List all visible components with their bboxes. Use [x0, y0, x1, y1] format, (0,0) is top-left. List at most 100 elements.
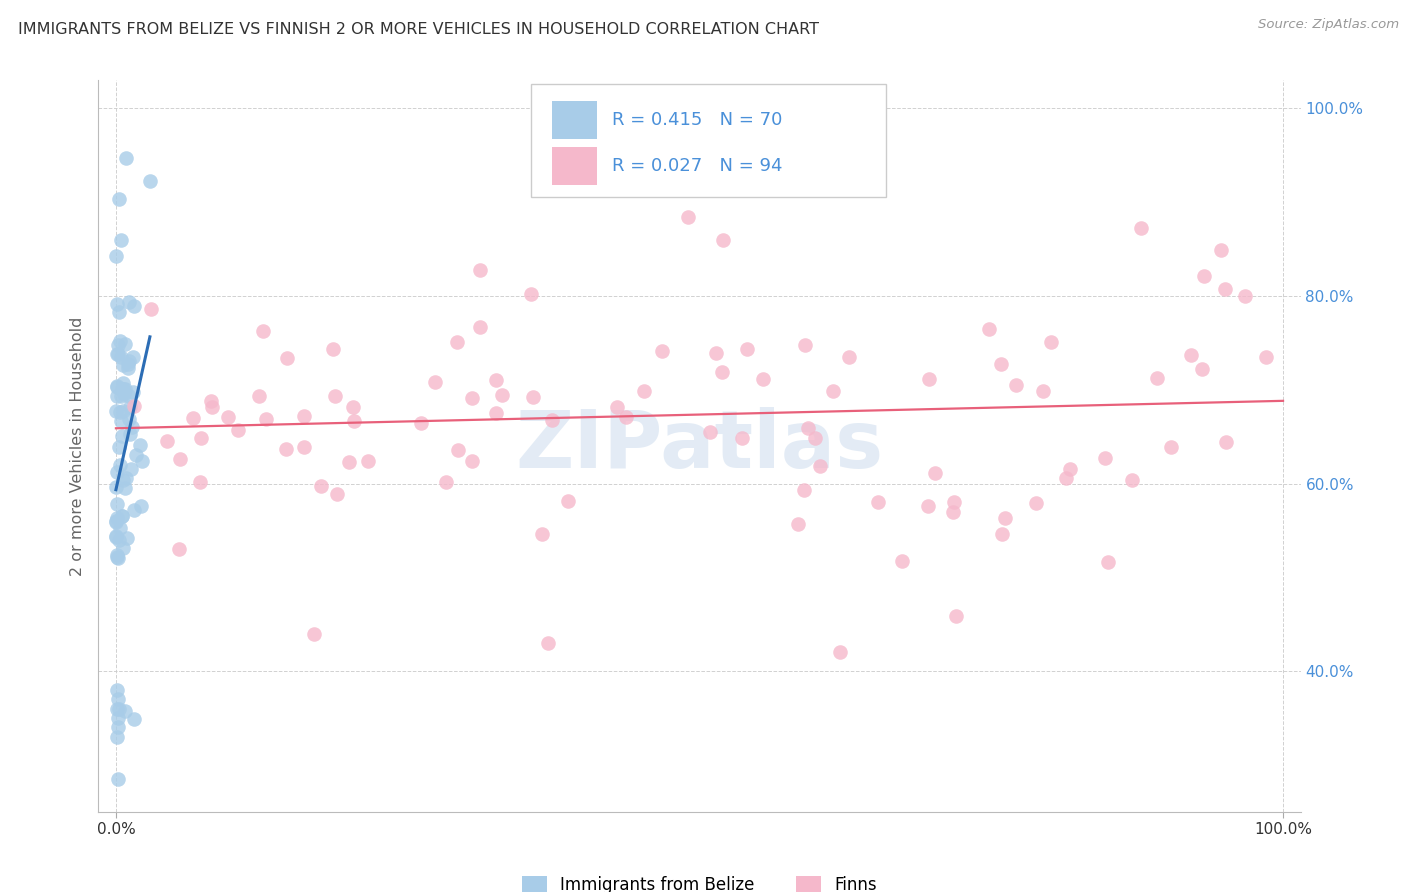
- Point: [111, 382, 134, 396]
- Point: [252, 324, 274, 338]
- Point: [105, 249, 128, 263]
- Point: [706, 346, 728, 360]
- Point: [105, 730, 128, 744]
- Point: [105, 497, 128, 511]
- Point: [115, 471, 138, 485]
- Point: [108, 458, 131, 472]
- Point: [1160, 440, 1182, 454]
- Point: [994, 510, 1017, 524]
- Point: [105, 701, 128, 715]
- Point: [309, 479, 332, 493]
- Point: [105, 510, 128, 524]
- Point: [977, 322, 1000, 336]
- Point: [114, 336, 136, 351]
- Point: [105, 530, 128, 544]
- Point: [105, 389, 128, 403]
- Point: [699, 425, 721, 439]
- Point: [787, 516, 810, 531]
- Point: [122, 399, 145, 413]
- Point: [105, 550, 128, 565]
- FancyBboxPatch shape: [531, 84, 886, 197]
- Point: [114, 481, 136, 495]
- Point: [110, 350, 132, 364]
- Point: [839, 177, 862, 191]
- Point: [794, 338, 817, 352]
- Point: [167, 542, 190, 557]
- Point: [131, 453, 153, 467]
- Point: [1025, 496, 1047, 510]
- Point: [342, 400, 364, 414]
- Point: [1254, 350, 1277, 364]
- Point: [190, 431, 212, 445]
- Point: [447, 443, 470, 458]
- Point: [323, 389, 346, 403]
- Text: R = 0.027   N = 94: R = 0.027 N = 94: [612, 157, 782, 175]
- Point: [619, 167, 641, 181]
- Point: [254, 412, 277, 426]
- Point: [423, 375, 446, 389]
- Point: [111, 508, 134, 523]
- Point: [110, 234, 132, 248]
- Point: [304, 626, 326, 640]
- Point: [188, 475, 211, 490]
- Point: [118, 353, 141, 368]
- Point: [107, 550, 129, 565]
- Point: [120, 401, 142, 415]
- Point: [120, 462, 142, 476]
- Point: [107, 772, 129, 786]
- Point: [120, 426, 142, 441]
- Point: [122, 712, 145, 726]
- Point: [797, 421, 820, 435]
- Point: [139, 174, 162, 188]
- Point: [731, 431, 754, 445]
- Point: [110, 405, 132, 419]
- Point: [105, 529, 128, 543]
- Point: [1121, 474, 1143, 488]
- Point: [1054, 470, 1077, 484]
- Point: [614, 410, 637, 425]
- Point: [326, 487, 349, 501]
- Point: [339, 455, 361, 469]
- Point: [918, 372, 941, 386]
- Point: [446, 334, 468, 349]
- Point: [1191, 362, 1213, 376]
- Point: [991, 527, 1014, 541]
- Point: [105, 465, 128, 479]
- Point: [183, 411, 205, 425]
- Point: [105, 347, 128, 361]
- Point: [107, 304, 129, 318]
- Point: [110, 414, 132, 428]
- Point: [108, 521, 131, 535]
- Point: [111, 541, 134, 556]
- Point: [112, 404, 135, 418]
- Point: [108, 334, 131, 348]
- Y-axis label: 2 or more Vehicles in Household: 2 or more Vehicles in Household: [70, 317, 86, 575]
- Point: [537, 636, 560, 650]
- Point: [122, 299, 145, 313]
- Point: [274, 442, 297, 457]
- Point: [105, 479, 128, 493]
- Point: [942, 505, 965, 519]
- Point: [1005, 377, 1028, 392]
- Point: [129, 499, 152, 513]
- Point: [121, 350, 143, 364]
- Point: [111, 509, 134, 524]
- Point: [122, 384, 145, 399]
- Point: [838, 350, 860, 364]
- Point: [117, 360, 139, 375]
- Point: [808, 459, 831, 474]
- Text: Source: ZipAtlas.com: Source: ZipAtlas.com: [1258, 18, 1399, 31]
- Point: [105, 514, 128, 528]
- Point: [633, 384, 655, 398]
- Point: [676, 210, 699, 224]
- Point: [1209, 244, 1232, 258]
- Point: [107, 720, 129, 734]
- Point: [804, 431, 827, 445]
- Point: [322, 342, 344, 356]
- Point: [117, 412, 139, 426]
- Point: [343, 414, 366, 428]
- Point: [522, 390, 544, 404]
- Point: [990, 357, 1012, 371]
- Point: [491, 387, 513, 401]
- Point: [118, 294, 141, 309]
